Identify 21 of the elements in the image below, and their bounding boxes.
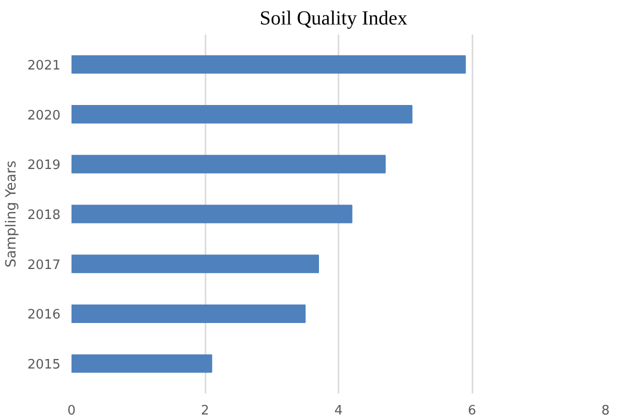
x-tick-label: 6 xyxy=(468,404,476,418)
y-tick-label: 2018 xyxy=(27,208,61,223)
y-tick-label: 2015 xyxy=(27,358,61,373)
x-tick-label: 8 xyxy=(601,404,610,418)
bar xyxy=(72,354,212,373)
y-tick-label: 2016 xyxy=(27,308,61,323)
y-axis-title: Sampling Years xyxy=(3,160,20,268)
y-tick-label: 2021 xyxy=(27,58,61,74)
bar xyxy=(72,304,306,323)
chart-title: Soil Quality Index xyxy=(260,8,408,30)
x-tick-label: 0 xyxy=(67,404,76,418)
bar xyxy=(72,254,319,274)
bar xyxy=(72,204,352,224)
x-tick-label: 2 xyxy=(200,404,210,418)
x-tick-label: 4 xyxy=(334,404,343,418)
y-tick-label: 2017 xyxy=(27,258,61,273)
bar xyxy=(72,55,466,74)
y-tick-label: 2019 xyxy=(27,158,61,174)
y-tick-label: 2020 xyxy=(27,108,61,124)
bar xyxy=(72,154,386,174)
bar xyxy=(72,105,412,124)
